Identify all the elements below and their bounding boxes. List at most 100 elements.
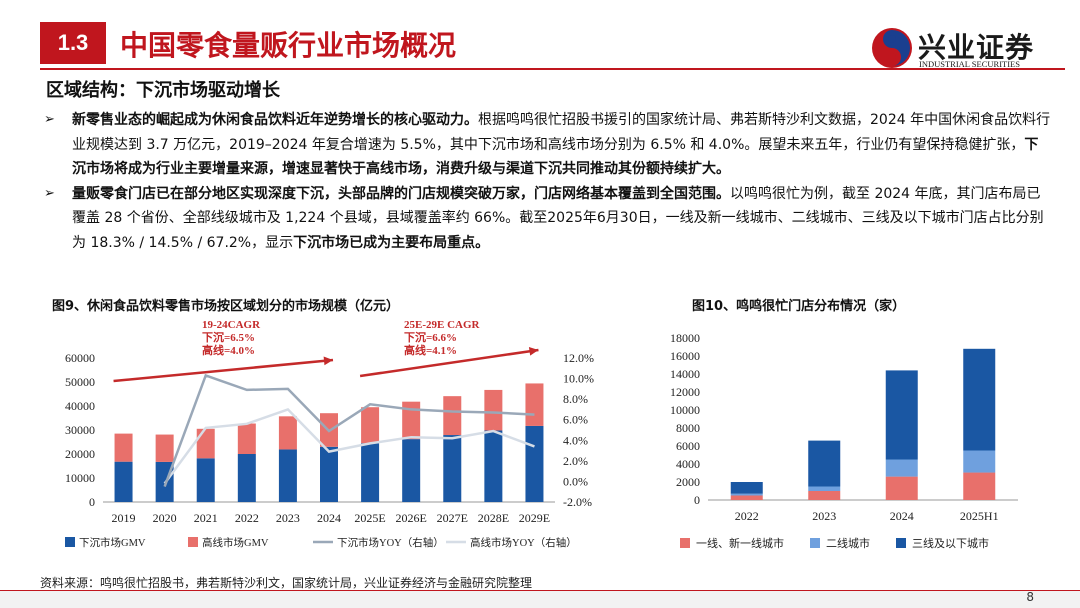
fig9-left-tick-label: 10000 (65, 471, 95, 485)
fig9-cagr-arrow-1-head (323, 356, 333, 366)
fig10-legend-swatch (680, 538, 690, 548)
fig9-cagr-label-1-line2: 高线=4.0% (202, 343, 255, 357)
source-note: 资料来源：鸣鸣很忙招股书，弗若斯特沙利文，国家统计局，兴业证券经济与金融研究院整… (40, 576, 533, 590)
bullet-2-lead: 量贩零食门店已在部分地区实现深度下沉，头部品牌的门店规模突破万家，门店网络基本覆… (72, 185, 730, 202)
logo-text-cn: 兴业证券 (918, 31, 1035, 64)
fig9-cagr-arrow-2-shaft (359, 348, 539, 378)
fig9-x-tick-label: 2023 (276, 511, 300, 525)
fig10-x-tick-label: 2024 (890, 509, 914, 523)
fig9-bar-upper (402, 401, 421, 440)
fig10-y-tick-label: 8000 (676, 421, 700, 435)
fig9-cagr-label-1-line1: 下沉=6.5% (202, 330, 255, 344)
fig9-bar-lower (402, 439, 421, 502)
bullet-arrow-icon: ➢ (44, 112, 55, 127)
fig9-bar-lower (361, 443, 380, 502)
fig9-x-tick-label: 2028E (478, 511, 509, 525)
fig9-bar-lower (114, 461, 133, 502)
fig9-left-tick-label: 50000 (65, 375, 95, 389)
header-divider (40, 68, 1065, 70)
fig9-bar-lower (525, 425, 544, 502)
fig9-legend-label: 高线市场GMV (202, 536, 269, 549)
fig9-x-tick-label: 2029E (519, 511, 550, 525)
fig9-cagr-label-2-line1: 下沉=6.6% (404, 330, 457, 344)
fig10-bar-tier3 (808, 440, 841, 487)
fig9-cagr-arrow-2-head (528, 346, 539, 356)
fig9-right-tick-label: 6.0% (563, 413, 588, 427)
fig10-legend-swatch (896, 538, 906, 548)
fig10-legend-label: 二线城市 (826, 536, 870, 550)
fig9-lower-yoy-line (163, 373, 535, 488)
fig9-bar-upper (196, 428, 215, 459)
fig10-y-tick-label: 14000 (670, 367, 700, 381)
fig9-right-tick-label: -2.0% (563, 495, 592, 509)
fig9-right-tick-label: 4.0% (563, 433, 588, 447)
fig9-cagr-label-2-line2: 高线=4.1% (404, 343, 457, 357)
fig9-bar-upper (361, 407, 380, 444)
fig9-legend-label: 下沉市场YOY（右轴） (337, 536, 444, 549)
fig10-y-tick-label: 4000 (676, 457, 700, 471)
section-subtitle: 区域结构：下沉市场驱动增长 (46, 80, 280, 101)
fig10-bar-tier1 (808, 491, 841, 500)
fig9-right-tick-label: 12.0% (563, 351, 594, 365)
fig9-right-tick-label: 10.0% (563, 372, 594, 386)
fig10-y-tick-label: 2000 (676, 475, 700, 489)
bullet-1-lead: 新零售业态的崛起成为休闲食品饮料近年逆势增长的核心驱动力。 (72, 112, 478, 128)
bullet-arrow-icon: ➢ (44, 185, 55, 201)
fig9-bar-upper (525, 383, 544, 426)
fig9-bar-lower (484, 430, 503, 502)
fig9-left-tick-label: 30000 (65, 423, 95, 437)
fig9-chart: 0 10000 20000 30000 40000 50000 60000 -2.0% 0.0%… (0, 310, 620, 564)
fig10-chart: 0 2000 4000 6000 8000 10000 12000 14000 16000 180… (650, 320, 1050, 564)
fig9-right-tick-label: 0.0% (563, 474, 588, 488)
bullet-list: ➢ 新零售业态的崛起成为休闲食品饮料近年逆势增长的核心驱动力。根据鸣鸣很忙招股书… (42, 108, 1052, 255)
fig10-bar-tier3 (963, 348, 996, 451)
fig9-left-tick-label: 20000 (65, 447, 95, 461)
fig9-x-tick-label: 2019 (112, 511, 136, 525)
bullet-item-1: ➢ 新零售业态的崛起成为休闲食品饮料近年逆势增长的核心驱动力。根据鸣鸣很忙招股书… (42, 108, 1052, 182)
footer-bar (0, 591, 1080, 608)
fig10-x-tick-label: 2023 (812, 509, 836, 523)
fig9-cagr-label-2-title: 25E-29E CAGR (404, 319, 481, 331)
fig10-y-tick-label: 18000 (670, 331, 700, 345)
fig9-bar-lower (278, 449, 297, 502)
fig9-bar-upper (237, 423, 256, 454)
fig10-y-tick-label: 6000 (676, 439, 700, 453)
fig9-legend-swatch (188, 537, 198, 547)
fig9-bar-upper (155, 434, 174, 462)
fig9-legend-label: 下沉市场GMV (79, 536, 146, 549)
fig9-cagr-arrow-1-shaft (113, 358, 334, 383)
fig10-bar-tier2 (885, 459, 918, 477)
fig9-right-tick-label: 8.0% (563, 392, 588, 406)
fig9-bar-upper (114, 433, 133, 462)
fig9-x-tick-label: 2021 (194, 511, 218, 525)
fig9-x-tick-label: 2026E (396, 511, 427, 525)
fig10-title: 图10、鸣鸣很忙门店分布情况（家） (692, 299, 906, 314)
fig10-x-tick-label: 2025H1 (960, 509, 999, 523)
fig10-bar-tier3 (885, 370, 918, 460)
fig9-x-tick-label: 2022 (235, 511, 259, 525)
fig9-bar-lower (443, 435, 462, 502)
fig9-left-tick-label: 60000 (65, 351, 95, 365)
fig10-bar-tier2 (808, 486, 841, 491)
fig9-left-tick-label: 0 (89, 495, 95, 509)
fig10-y-tick-label: 10000 (670, 403, 700, 417)
fig10-legend-label: 三线及以下城市 (912, 536, 989, 550)
fig10-svg: 0 2000 4000 6000 8000 10000 12000 14000 16000 180… (670, 331, 1018, 550)
fig10-x-tick-label: 2022 (735, 509, 759, 523)
fig10-bar-tier2 (963, 450, 996, 473)
fig9-bar-lower (196, 458, 215, 502)
fig10-y-tick-label: 12000 (670, 385, 700, 399)
fig9-svg: 0 10000 20000 30000 40000 50000 60000 -2.0% 0.0%… (65, 319, 594, 549)
section-number-badge: 1.3 (40, 22, 106, 64)
fig9-legend-swatch (65, 537, 75, 547)
fig9-title: 图9、休闲食品饮料零售市场按区域划分的市场规模（亿元） (52, 299, 400, 314)
fig10-bar-tier1 (963, 472, 996, 500)
fig10-legend-label: 一线、新一线城市 (696, 536, 784, 550)
page-title: 中国零食量贩行业市场概况 (120, 29, 457, 62)
fig9-bar-upper (484, 389, 503, 431)
bullet-1-bold: 下沉市场将成为行业主要增量来源，增速显著快于高线市场，消费升级与渠道下沉共同推动… (72, 136, 1039, 178)
logo-text-en: INDUSTRIAL SECURITIES (919, 59, 1020, 69)
fig9-bar-lower (237, 454, 256, 502)
fig9-upper-yoy-line (163, 407, 535, 485)
fig9-legend-label: 高线市场YOY（右轴） (470, 536, 577, 549)
